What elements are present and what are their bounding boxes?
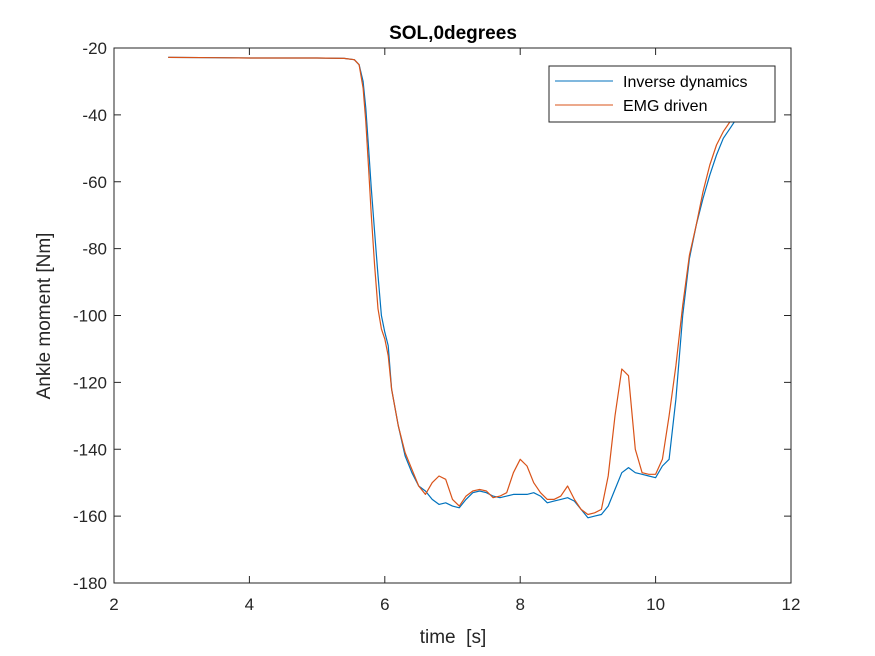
y-axis: -20 -40 -60 -80 -100 -120 -140 -160 -180 [73,39,791,593]
x-tick-label: 2 [109,595,118,614]
series-line-emg-driven [168,56,738,516]
legend-label-inverse-dynamics: Inverse dynamics [623,74,748,91]
y-tick-label: -60 [82,173,107,192]
y-tick-label: -20 [82,39,107,58]
x-tick-label: 10 [646,595,665,614]
legend: Inverse dynamics EMG driven [548,65,776,123]
y-tick-label: -100 [73,307,107,326]
plot-area [113,47,792,584]
legend-box [548,65,776,123]
y-tick-label: -180 [73,574,107,593]
y-tick-label: -40 [82,106,107,125]
y-axis-title: Ankle moment [Nm] [34,233,55,400]
legend-label-emg-driven: EMG driven [623,98,707,115]
x-axis-title: time [s] [420,627,487,648]
y-tick-label: -160 [73,507,107,526]
x-axis: 2 4 6 8 10 12 [109,48,800,614]
x-tick-label: 6 [380,595,389,614]
y-tick-label: -140 [73,440,107,459]
x-tick-label: 8 [515,595,524,614]
x-tick-label: 4 [245,595,254,614]
y-tick-label: -80 [82,240,107,259]
chart-title: SOL,0degrees [389,23,517,44]
y-tick-label: -120 [73,373,107,392]
x-tick-label: 12 [782,595,801,614]
series-layer [168,56,738,519]
series-line-inverse-dynamics [168,56,738,519]
